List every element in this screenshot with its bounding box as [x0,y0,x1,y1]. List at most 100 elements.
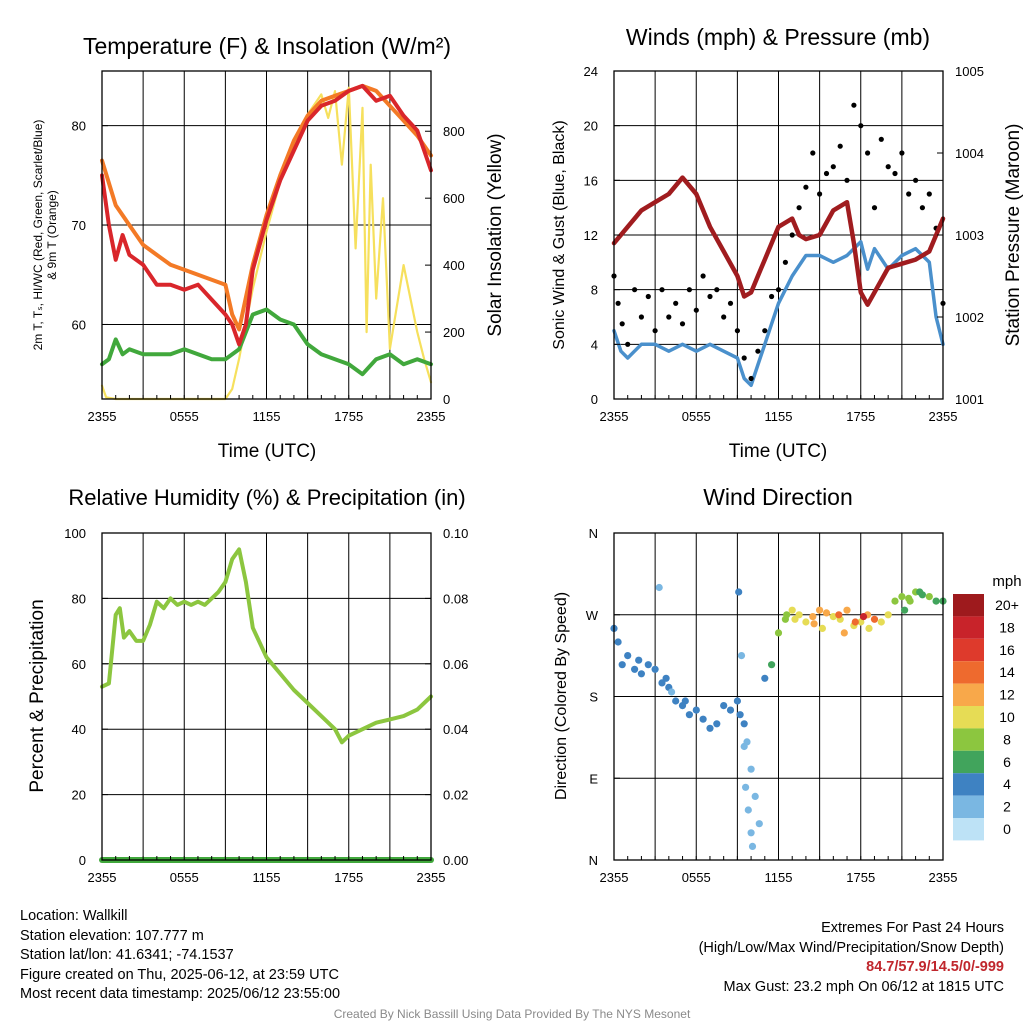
x-tick-label: 1755 [334,409,363,424]
gust-point [919,205,926,211]
x-tick-label: 1755 [846,409,875,424]
direction-point [658,679,666,687]
direction-point [618,661,626,669]
gust-point [625,341,631,347]
direction-point [726,706,735,714]
direction-point [774,629,783,637]
direction-point [818,624,827,633]
direction-point [870,615,879,623]
colorbar-label: 14 [999,664,1015,680]
direction-point [747,765,755,773]
direction-point [783,611,791,619]
colorbar-swatch [953,795,984,818]
direction-point [859,613,868,621]
x-tick-label: 1155 [765,870,793,885]
gust-point [645,293,651,300]
direction-point [865,624,873,633]
direction-point [835,611,843,619]
colorbar-swatch [953,728,984,751]
direction-point [748,842,757,851]
gust-point [693,307,699,313]
direction-point [742,783,750,791]
y-tick-label: 4 [591,337,598,352]
y-tick-label: N [589,526,598,541]
direction-point [740,720,748,728]
humidity-ticks: 2355 0555 1155 1755 23550204060801000.000.02… [64,526,468,885]
direction-point [735,588,743,596]
y-right-tick-label: 400 [443,258,465,273]
x-tick-label: 2355 [600,409,629,424]
x-tick-label: 0555 [170,409,199,424]
temperature-title: Temperature (F) & Insolation (W/m²) [83,33,451,59]
direction-point [624,652,632,660]
gust-point [686,287,693,293]
x-tick-label: 2355 [929,409,958,424]
colorbar-label: 0 [1003,821,1011,837]
surface-temp-line [100,307,433,377]
direction-point [925,593,933,601]
y-right-tick-label: 0.06 [443,657,468,672]
direction-point [706,724,714,732]
y-right-tick-label: 600 [443,191,465,206]
speed-colorbar-items: 20+ 18 16 14 12 10 8 6 4 2 0 [953,594,1019,841]
extremes-info: Extremes For Past 24 Hours (High/Low/Max… [699,919,1004,997]
direction-point [736,711,744,719]
gust-point [851,102,857,108]
colorbar-label: 4 [1003,776,1011,792]
direction-point [744,806,752,814]
x-tick-label: 1755 [334,870,363,885]
colorbar-label: 10 [999,709,1015,725]
gust-point [659,287,665,293]
direction-point [816,606,824,614]
y-tick-label: 60 [72,317,86,332]
station-info: Location: Wallkill Station elevation: 10… [20,907,340,1005]
direction-point [788,606,796,614]
direction-point [699,715,707,723]
y-tick-label: E [589,771,598,786]
gust-point [906,191,912,197]
gust-point [619,321,625,327]
y-right-tick-label: 0.02 [443,788,468,803]
gust-point [865,150,871,156]
x-tick-label: 2355 [88,409,117,424]
winds-series [611,102,946,388]
colorbar-swatch [953,661,984,684]
y-tick-label: 80 [72,119,86,134]
temperature-2m-line [100,83,433,347]
direction-point [791,615,799,623]
y-right-tick-label: 200 [443,325,465,340]
direction-point [692,706,700,714]
colorbar-swatch [953,683,984,706]
direction-point [898,593,906,601]
gust-point [892,170,898,177]
direction-point [802,618,810,626]
colorbar-swatch [953,594,984,617]
x-tick-label: 1155 [253,870,281,885]
colorbar-label: 8 [1003,731,1011,747]
colorbar-swatch [953,616,984,639]
direction-point [644,661,652,669]
direction-point [877,618,885,626]
y-tick-label: S [589,690,598,705]
temperature-ylabel-line2: & 9m T (Orange) [45,190,59,280]
gust-point [762,328,768,334]
extremes-description: (High/Low/Max Wind/Precipitation/Snow De… [698,939,1004,956]
direction-point [631,665,639,673]
direction-point [740,742,748,751]
direction-point [755,820,763,828]
direction-point [843,606,851,614]
y-right-tick-label: 0 [443,392,450,407]
y-right-tick-label: 0.04 [443,722,468,737]
x-tick-label: 0555 [682,409,711,424]
gust-point [782,259,789,265]
wind-direction-title: Wind Direction [703,484,853,510]
gust-point [769,293,775,300]
y-right-tick-label: 1002 [955,310,984,325]
gust-point [796,205,802,211]
gust-point [721,314,727,320]
colorbar-label: 12 [999,687,1015,703]
wind-direction-grid [614,533,943,860]
y-tick-label: 0 [79,853,86,868]
y-tick-label: 80 [72,591,86,606]
